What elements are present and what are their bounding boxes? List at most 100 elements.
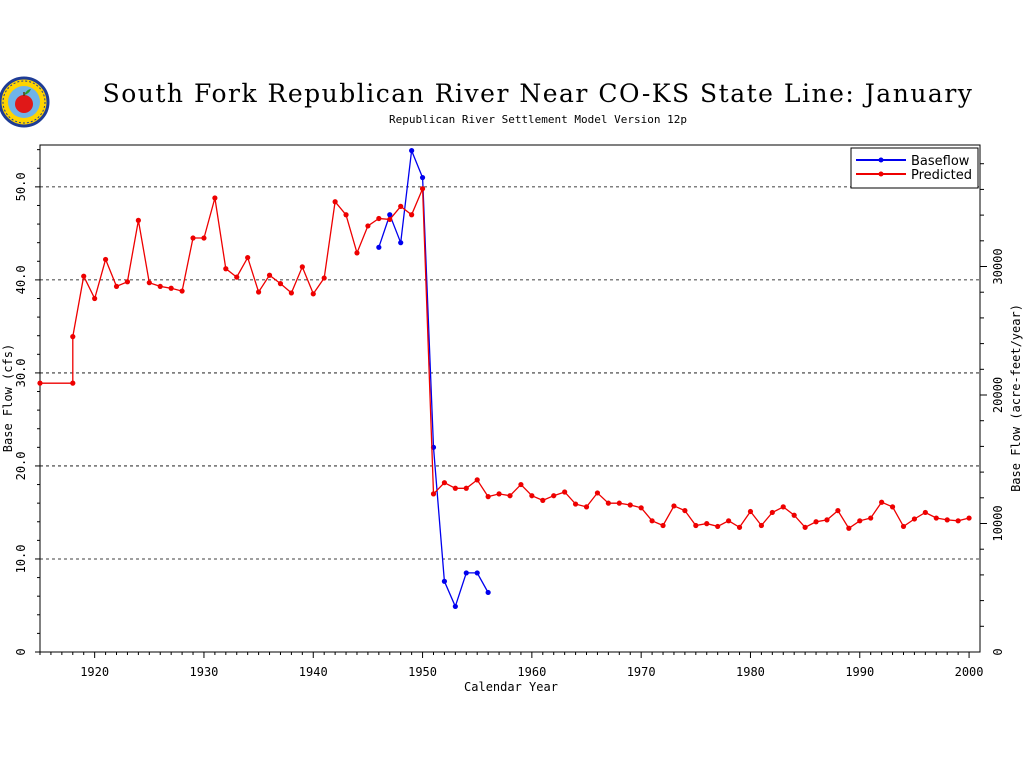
point-predicted (190, 235, 196, 241)
axis-ticks: 0 10.0 20.0 30.0 40.0 50.0 0 10000 20000 30000 192… (14, 149, 1005, 679)
right-tick-label: 10000 (991, 505, 1005, 541)
point-predicted (638, 505, 644, 511)
series-line-baseflow (378, 150, 489, 609)
point-predicted (474, 477, 480, 483)
point-predicted (900, 523, 907, 530)
legend-predicted-label: Predicted (911, 168, 972, 183)
point-predicted (201, 235, 207, 241)
right-tick-label: 0 (991, 648, 1005, 655)
point-predicted (496, 491, 502, 497)
point-predicted (660, 522, 666, 529)
point-predicted (245, 254, 251, 261)
point-predicted (124, 279, 131, 285)
y-tick-label: 50.0 (14, 172, 28, 201)
point-predicted (343, 212, 349, 218)
point-predicted (419, 186, 426, 192)
x-tick-label: 1940 (299, 665, 328, 679)
point-predicted (857, 518, 863, 524)
point-predicted (146, 280, 152, 286)
point-predicted (70, 334, 76, 340)
legend: Baseflow Predicted (850, 147, 979, 189)
chart-subtitle: Republican River Settlement Model Versio… (389, 113, 687, 126)
point-predicted (452, 485, 458, 491)
apple-seal-logo (0, 76, 50, 128)
point-predicted (266, 272, 273, 278)
point-predicted (102, 256, 109, 263)
x-tick-label: 2000 (955, 665, 984, 679)
point-predicted (507, 493, 513, 499)
x-tick-label: 1950 (408, 665, 437, 679)
chart-title: South Fork Republican River Near CO-KS S… (103, 79, 974, 108)
point-predicted (551, 493, 557, 499)
point-predicted (682, 507, 688, 514)
point-predicted (879, 499, 885, 505)
legend-baseflow-marker (878, 157, 884, 163)
point-baseflow (409, 147, 415, 154)
point-predicted (113, 283, 120, 290)
y-tick-label: 30.0 (14, 358, 28, 387)
point-predicted (70, 380, 76, 386)
point-predicted (802, 524, 808, 530)
point-predicted (594, 490, 601, 496)
x-tick-label: 1960 (517, 665, 546, 679)
point-baseflow (463, 570, 469, 576)
point-predicted (518, 481, 524, 488)
point-predicted (835, 507, 841, 514)
x-tick-label: 1920 (80, 665, 109, 679)
right-tick-label: 20000 (991, 377, 1005, 413)
point-predicted (37, 380, 43, 386)
point-baseflow (376, 244, 382, 250)
point-predicted (933, 515, 939, 521)
gridlines (40, 186, 980, 560)
point-predicted (354, 250, 360, 256)
point-predicted (824, 517, 830, 523)
point-baseflow (398, 240, 404, 246)
legend-predicted-marker (878, 171, 884, 177)
point-predicted (365, 223, 371, 229)
point-predicted (769, 509, 775, 516)
x-axis-label: Calendar Year (464, 680, 558, 694)
y-axis-label-right: Base Flow (acre-feet/year) (1009, 304, 1023, 492)
point-predicted (780, 504, 786, 510)
point-predicted (911, 516, 918, 522)
point-baseflow (452, 603, 458, 610)
point-predicted (791, 512, 797, 518)
right-tick-label: 30000 (991, 248, 1005, 284)
point-predicted (922, 509, 928, 516)
y-tick-label: 10.0 (14, 545, 28, 574)
point-predicted (277, 281, 284, 287)
point-predicted (627, 502, 633, 508)
point-predicted (288, 290, 294, 296)
point-predicted (813, 519, 819, 525)
point-predicted (955, 518, 961, 524)
point-predicted (321, 275, 327, 281)
point-predicted (868, 515, 874, 521)
point-predicted (409, 212, 415, 218)
legend-box (850, 147, 979, 189)
point-predicted (234, 274, 240, 280)
point-predicted (583, 504, 590, 510)
y-axis-label: Base Flow (cfs) (1, 344, 15, 452)
point-predicted (572, 501, 579, 507)
point-predicted (529, 493, 535, 499)
x-tick-label: 1970 (627, 665, 656, 679)
point-predicted (758, 522, 764, 529)
point-predicted (966, 515, 972, 521)
point-baseflow (419, 174, 426, 181)
point-baseflow (387, 212, 393, 218)
point-predicted (398, 203, 404, 209)
point-predicted (616, 500, 622, 506)
point-predicted (704, 521, 710, 527)
point-predicted (223, 266, 229, 272)
point-predicted (605, 500, 611, 506)
point-baseflow (441, 578, 448, 584)
point-predicted (736, 524, 743, 530)
point-predicted (726, 518, 732, 524)
point-predicted (485, 494, 491, 500)
point-predicted (179, 288, 185, 294)
x-tick-label: 1980 (736, 665, 765, 679)
point-predicted (889, 504, 896, 510)
point-predicted (944, 517, 950, 523)
point-predicted (562, 489, 568, 495)
point-predicted (376, 215, 382, 222)
